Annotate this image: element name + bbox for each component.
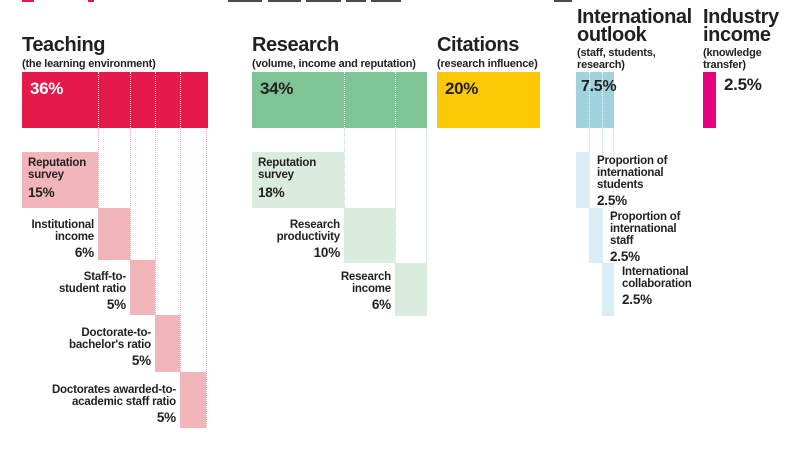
guide-line (395, 128, 396, 263)
component-label: Reputation survey (28, 157, 87, 181)
teaching-component-label-staff-student: Staff-to-student ratio 5% (44, 271, 126, 312)
segment-divider (395, 72, 396, 128)
teaching-value: 36% (30, 79, 64, 98)
segment-divider (155, 72, 156, 128)
component-label: Doctorates awarded-to-academic staff rat… (51, 384, 176, 408)
segment-divider (344, 72, 345, 128)
citations-subtitle: (research influence) (437, 58, 538, 70)
international-title: International outlook (577, 6, 692, 46)
teaching-component-block-reputation: Reputation survey 15% (22, 152, 98, 208)
component-label: Staff-to-student ratio (58, 271, 126, 295)
international-subtitle: (staff, students, research) (577, 47, 656, 71)
teaching-component-block-staff-student (130, 260, 155, 315)
research-component-block-productivity (344, 208, 395, 263)
crop-artifact (306, 0, 341, 2)
component-value: 5% (131, 353, 151, 368)
citations-title: Citations (437, 34, 519, 56)
crop-artifact (346, 0, 366, 2)
component-value: 6% (371, 297, 391, 312)
guide-line (180, 128, 181, 372)
teaching-component-block-doctorate-bachelor (155, 315, 180, 372)
international-component-label-staff: Proportion of international staff 2.5% (610, 211, 702, 264)
research-subtitle: (volume, income and reputation) (252, 58, 416, 70)
international-component-label-students: Proportion of international students 2.5… (597, 155, 689, 208)
industry-value-label: 2.5% (724, 75, 762, 95)
guide-line (589, 128, 590, 208)
component-value: 5% (106, 297, 126, 312)
citations-header: Citations (research influence) (437, 34, 587, 70)
guide-line (344, 128, 345, 208)
international-value: 7.5% (581, 78, 617, 95)
guide-line (602, 128, 603, 263)
guide-line (613, 128, 614, 316)
industry-header: Industry income (knowledge transfer) (703, 6, 783, 71)
component-value: 10% (313, 245, 341, 260)
guide-line (206, 128, 207, 428)
teaching-component-label-doctorate-bachelor: Doctorate-to-bachelor's ratio 5% (51, 327, 151, 368)
teaching-component-block-doctorates-awarded (180, 372, 206, 428)
component-label: Doctorate-to-bachelor's ratio (69, 327, 151, 351)
component-value: 5% (156, 410, 176, 425)
industry-title: Industry income (703, 6, 779, 46)
guide-line (98, 128, 99, 208)
research-component-block-income (395, 263, 427, 316)
international-main-bar: 7.5% (576, 72, 617, 128)
citations-main-bar: 20% (437, 72, 540, 128)
component-value: 6% (74, 245, 94, 260)
crop-artifact (371, 0, 401, 2)
research-main-bar: 34% (252, 72, 427, 128)
international-header: International outlook (staff, students, … (577, 6, 697, 71)
component-value: 2.5% (610, 249, 640, 264)
citations-value: 20% (445, 79, 479, 98)
guide-line (155, 128, 156, 315)
segment-divider (130, 72, 131, 128)
international-component-block-students (576, 152, 589, 208)
research-value: 34% (260, 79, 294, 98)
component-label: Reputation survey (258, 157, 317, 181)
teaching-main-bar: 36% (22, 72, 208, 128)
component-value: 2.5% (622, 292, 652, 307)
component-label: Proportion of international students (597, 155, 668, 191)
teaching-component-block-institutional-income (98, 208, 130, 260)
industry-main-bar (703, 72, 716, 128)
international-component-label-collaboration: International collaboration 2.5% (622, 266, 722, 307)
crop-artifact (228, 0, 262, 2)
international-component-block-staff (589, 208, 602, 263)
component-label: Proportion of international staff (610, 211, 681, 247)
research-component-label-income: Research income 6% (321, 271, 391, 312)
crop-artifact (554, 0, 572, 2)
component-label: Research productivity (276, 219, 341, 243)
teaching-header: Teaching (the learning environment) (22, 34, 232, 70)
guide-line (130, 128, 131, 260)
segment-divider (589, 72, 590, 128)
teaching-title: Teaching (22, 34, 106, 56)
crop-artifact (268, 0, 301, 2)
component-label: Institutional income (31, 219, 94, 243)
research-component-block-reputation: Reputation survey 18% (252, 152, 344, 208)
research-title: Research (252, 34, 339, 56)
component-value: 15% (28, 185, 55, 200)
component-value: 2.5% (597, 193, 627, 208)
crop-artifact (88, 0, 94, 2)
segment-divider (602, 72, 603, 128)
teaching-component-label-doctorates-awarded: Doctorates awarded-to-academic staff rat… (41, 384, 176, 425)
component-label: Research income (340, 271, 391, 295)
industry-subtitle: (knowledge transfer) (703, 47, 762, 71)
research-component-label-productivity: Research productivity 10% (260, 219, 341, 260)
segment-divider (180, 72, 181, 128)
component-value: 18% (258, 185, 285, 200)
guide-line (426, 128, 427, 316)
crop-artifact (22, 0, 34, 2)
research-header: Research (volume, income and reputation) (252, 34, 452, 70)
segment-divider (98, 72, 99, 128)
component-label: International collaboration (622, 266, 692, 290)
industry-value: 2.5% (724, 75, 762, 94)
international-component-block-collaboration (602, 263, 614, 316)
teaching-subtitle: (the learning environment) (22, 58, 156, 70)
teaching-component-label-institutional-income: Institutional income 6% (14, 219, 94, 260)
